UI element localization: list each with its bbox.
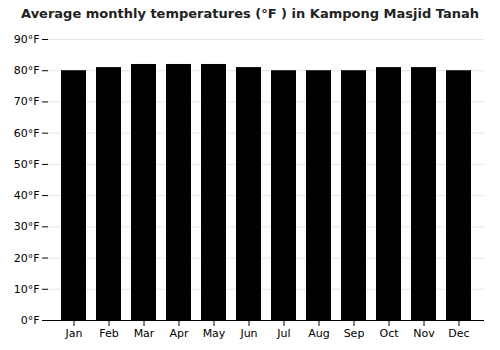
svg-text:0°F: 0°F bbox=[21, 314, 40, 327]
svg-text:Jan: Jan bbox=[65, 327, 83, 340]
svg-text:Sep: Sep bbox=[344, 327, 365, 340]
svg-text:20°F: 20°F bbox=[14, 252, 40, 265]
svg-text:90°F: 90°F bbox=[14, 33, 40, 46]
svg-text:50°F: 50°F bbox=[14, 158, 40, 171]
svg-text:Aug: Aug bbox=[308, 327, 329, 340]
svg-text:70°F: 70°F bbox=[14, 95, 40, 108]
svg-text:May: May bbox=[203, 327, 226, 340]
svg-text:Jun: Jun bbox=[239, 327, 257, 340]
svg-text:Oct: Oct bbox=[379, 327, 399, 340]
html-text:Average monthly temperatures (: Average monthly temperatures (°F ) in Ka… bbox=[21, 6, 479, 21]
svg-text:Dec: Dec bbox=[448, 327, 469, 340]
svg-text:Nov: Nov bbox=[413, 327, 435, 340]
svg-text:60°F: 60°F bbox=[14, 127, 40, 140]
svg-text:Mar: Mar bbox=[134, 327, 155, 340]
svg-text:Jul: Jul bbox=[276, 327, 290, 340]
svg-text:Feb: Feb bbox=[99, 327, 118, 340]
svg-text:30°F: 30°F bbox=[14, 220, 40, 233]
svg-text:10°F: 10°F bbox=[14, 283, 40, 296]
svg-text:40°F: 40°F bbox=[14, 189, 40, 202]
svg-text:Apr: Apr bbox=[169, 327, 189, 340]
svg-text:80°F: 80°F bbox=[14, 64, 40, 77]
